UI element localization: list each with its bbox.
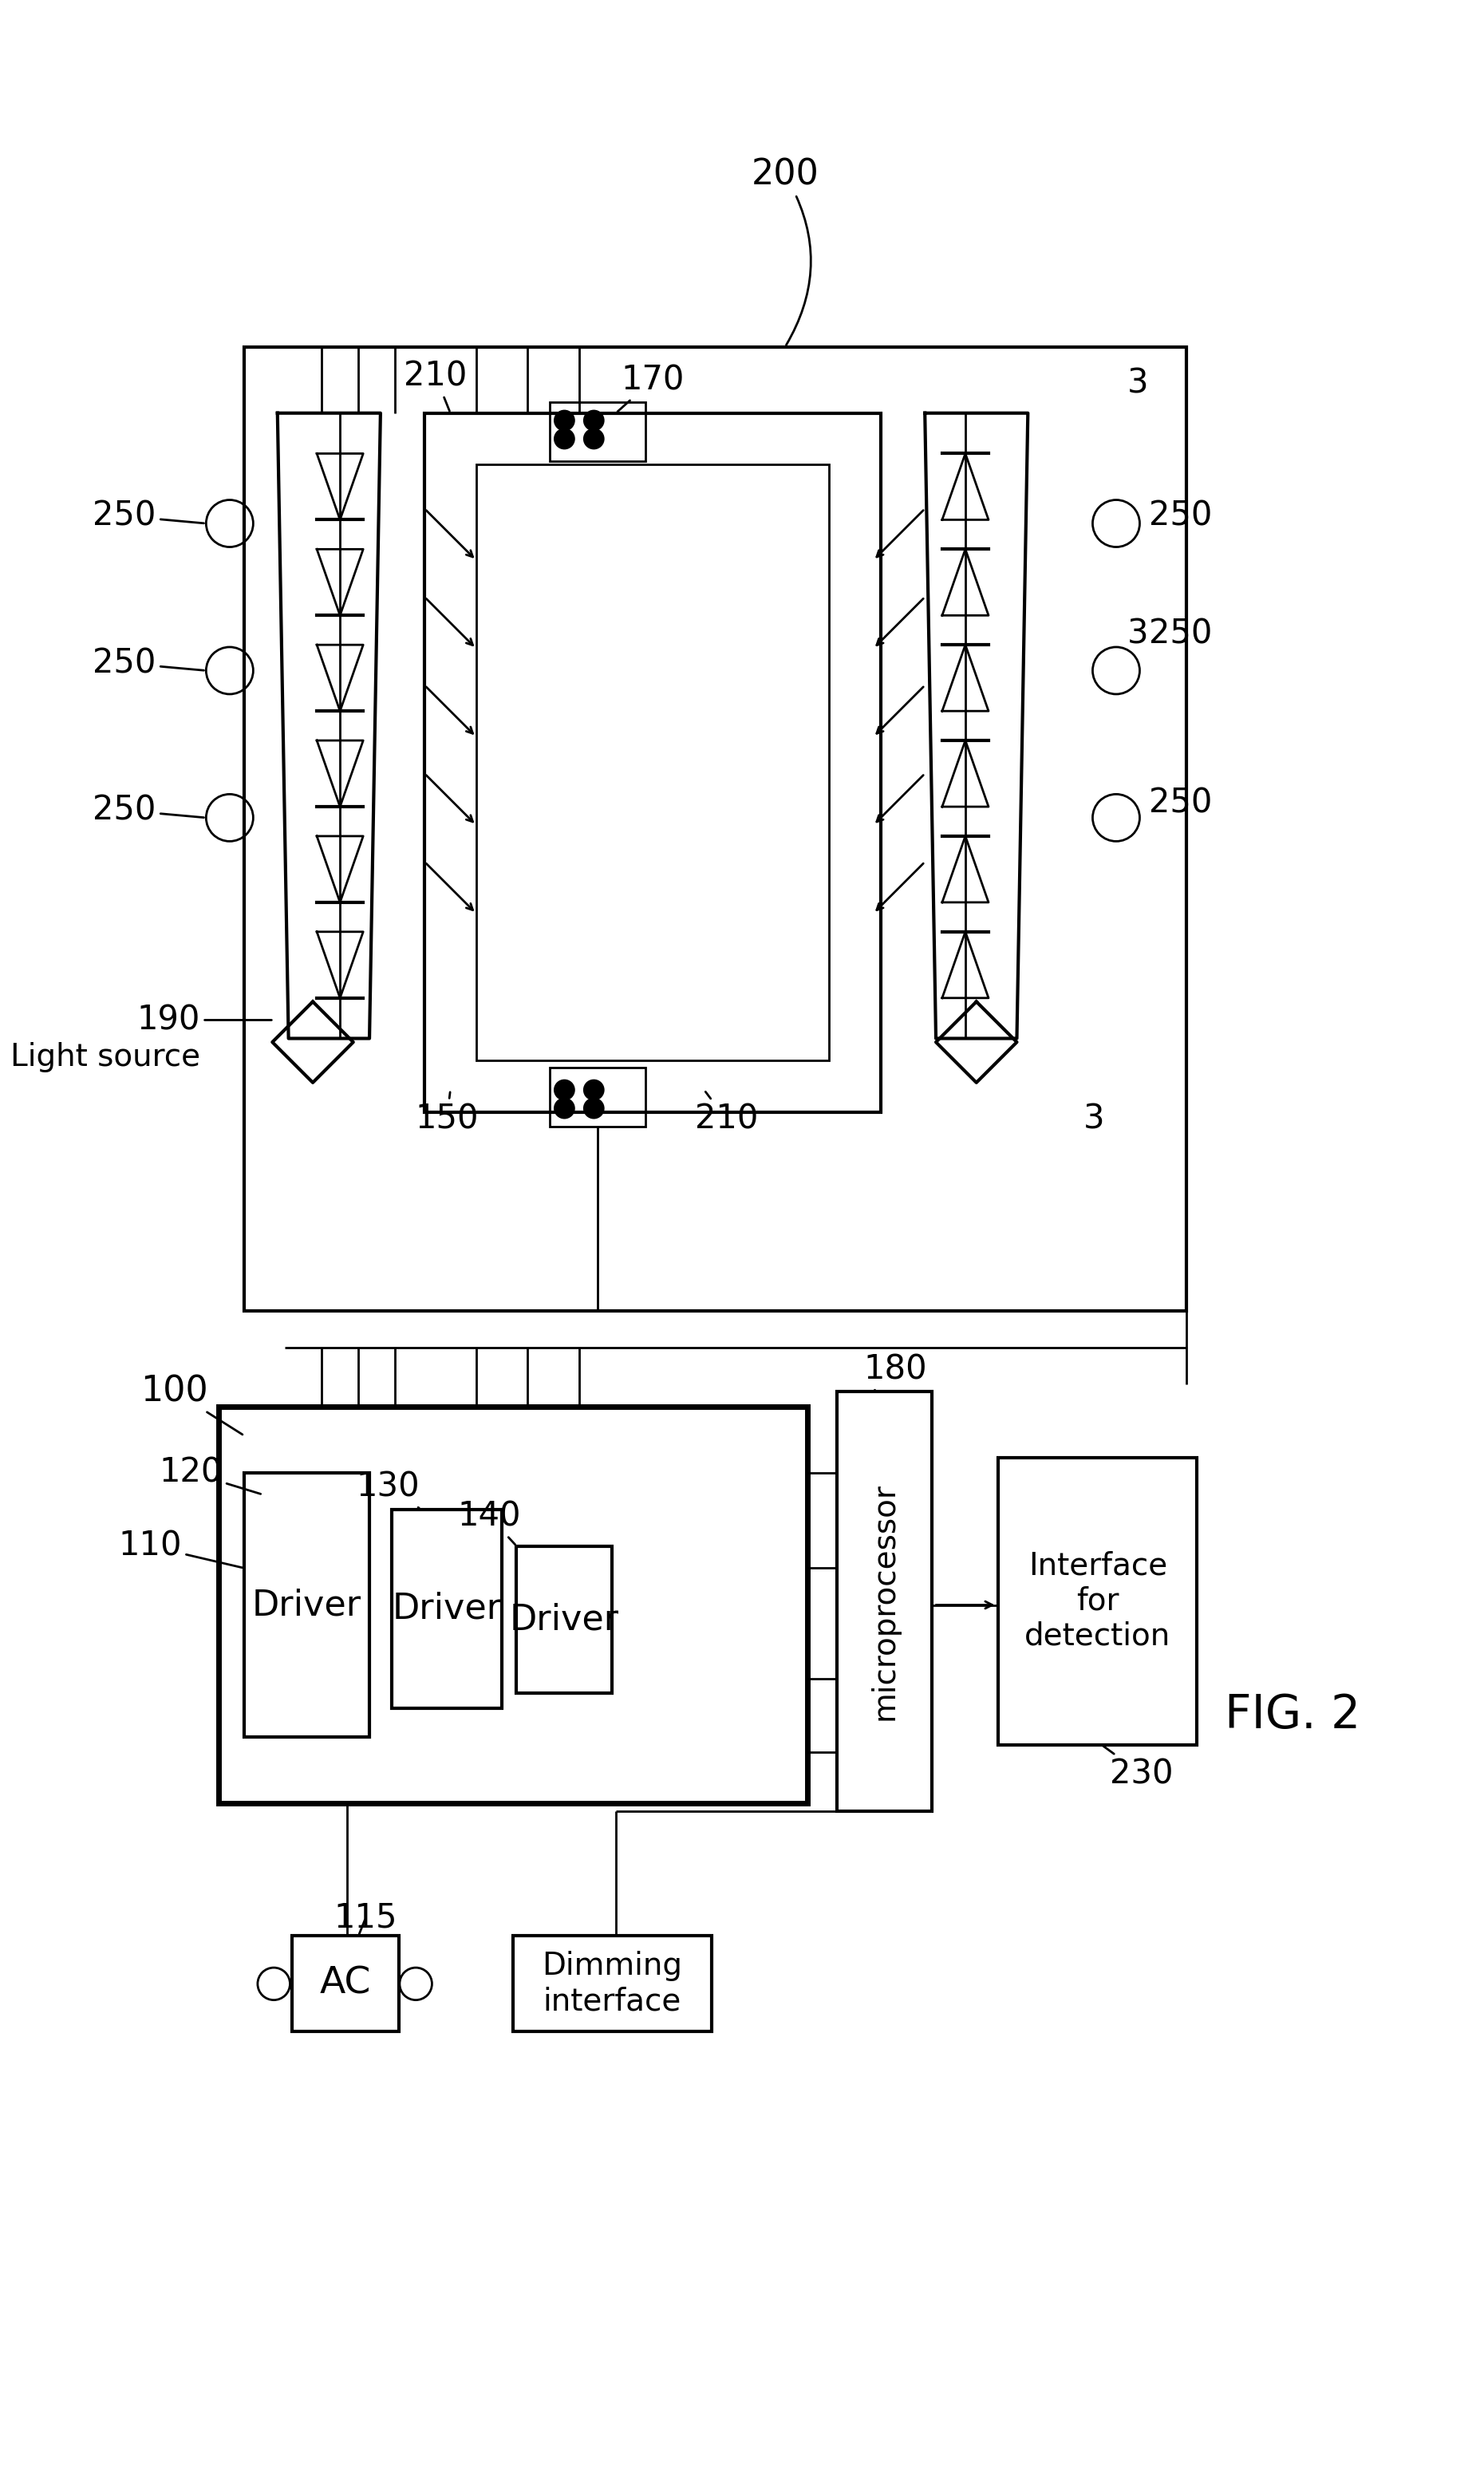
Text: 250: 250	[93, 499, 203, 534]
Text: 3: 3	[1128, 618, 1149, 651]
Text: 3: 3	[1083, 1102, 1104, 1137]
Text: 120: 120	[159, 1455, 261, 1495]
Circle shape	[555, 410, 574, 430]
Circle shape	[585, 410, 604, 430]
Circle shape	[585, 430, 604, 449]
Bar	[245, 1472, 370, 1738]
Bar	[549, 1068, 646, 1127]
Text: 140: 140	[457, 1500, 521, 1544]
Bar	[424, 412, 880, 1112]
Bar	[513, 1937, 711, 2031]
Bar	[516, 1547, 613, 1693]
Text: 130: 130	[356, 1470, 420, 1507]
Text: FIG. 2: FIG. 2	[1224, 1693, 1361, 1738]
Text: Driver: Driver	[509, 1602, 619, 1636]
Text: 250: 250	[93, 646, 203, 680]
Text: 250: 250	[1149, 787, 1212, 819]
Text: AC: AC	[321, 1967, 371, 2001]
Text: 115: 115	[334, 1902, 398, 1934]
Text: 230: 230	[1103, 1746, 1174, 1790]
Bar	[245, 348, 1186, 1311]
Bar	[999, 1458, 1198, 1746]
Text: Light source: Light source	[10, 1043, 200, 1073]
Text: 110: 110	[119, 1530, 242, 1567]
Text: 210: 210	[404, 360, 467, 412]
Circle shape	[555, 1100, 574, 1117]
Text: 180: 180	[864, 1353, 928, 1390]
Text: 100: 100	[141, 1376, 242, 1435]
Text: 250: 250	[1149, 499, 1212, 534]
Text: 250: 250	[1149, 618, 1212, 651]
Bar	[392, 1510, 502, 1708]
Text: 3: 3	[1128, 367, 1149, 400]
Text: 210: 210	[695, 1093, 758, 1137]
Bar	[549, 402, 646, 462]
Text: 190: 190	[137, 1003, 272, 1038]
Circle shape	[555, 1080, 574, 1100]
Bar	[292, 1937, 399, 2031]
Text: 200: 200	[751, 159, 819, 345]
Text: 170: 170	[617, 363, 684, 412]
Circle shape	[585, 1080, 604, 1100]
Bar	[476, 464, 830, 1060]
Text: 250: 250	[93, 795, 203, 827]
Text: Driver: Driver	[392, 1592, 502, 1626]
Text: Dimming
interface: Dimming interface	[542, 1952, 683, 2016]
Bar	[837, 1390, 932, 1810]
Bar	[218, 1405, 807, 1803]
Circle shape	[555, 430, 574, 449]
Text: 150: 150	[416, 1093, 478, 1137]
Text: Driver: Driver	[252, 1587, 362, 1621]
Text: microprocessor: microprocessor	[870, 1482, 899, 1721]
Text: Interface
for
detection: Interface for detection	[1024, 1552, 1171, 1651]
Circle shape	[585, 1100, 604, 1117]
